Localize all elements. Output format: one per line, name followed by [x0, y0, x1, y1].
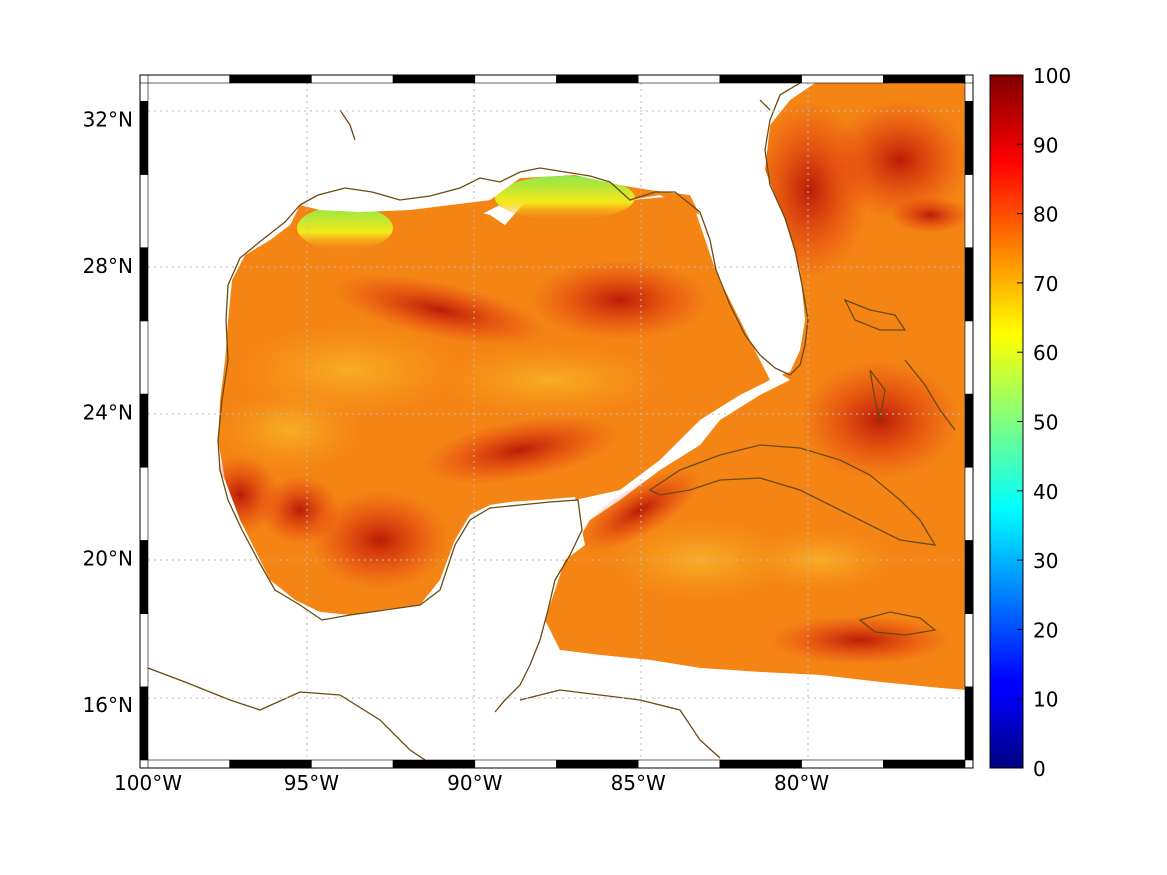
- frame-segment: [964, 247, 974, 322]
- frame-segment: [882, 759, 966, 769]
- colorbar-tick-label: 80: [1033, 203, 1058, 227]
- lat-tick-label: 20°N: [83, 547, 133, 571]
- colorbar-tick-label: 50: [1033, 411, 1058, 435]
- land-yucatan: [148, 497, 585, 760]
- frame-segment: [964, 613, 974, 688]
- frame-segment: [147, 74, 230, 84]
- colorbar-tick-label: 20: [1033, 618, 1058, 642]
- frame-segment: [964, 466, 974, 541]
- frame-segment: [311, 74, 394, 84]
- colorbar-tick-label: 10: [1033, 688, 1058, 712]
- frame-outline: [139, 74, 974, 769]
- hot-spot: [530, 260, 710, 340]
- lon-tick-label: 90°W: [447, 771, 502, 795]
- frame-segment: [139, 320, 149, 395]
- hot-spot: [578, 468, 702, 552]
- colorbar-tick-label: 30: [1033, 549, 1058, 573]
- frame-segment: [139, 174, 149, 248]
- colorbar-tick-label: 100: [1033, 64, 1071, 88]
- frame-segment: [964, 686, 974, 761]
- colorbar-tick-label: 60: [1033, 341, 1058, 365]
- lon-tick-label: 100°W: [114, 771, 182, 795]
- lon-tick-label: 80°W: [774, 771, 829, 795]
- frame-segment: [964, 320, 974, 395]
- frame-segment: [139, 247, 149, 322]
- frame-segment: [139, 466, 149, 541]
- map-frame: [139, 74, 974, 769]
- frame-segment: [147, 759, 230, 769]
- lat-tick-label: 28°N: [83, 254, 133, 278]
- lon-tick-label: 85°W: [611, 771, 666, 795]
- frame-segment: [964, 393, 974, 468]
- frame-segment: [964, 174, 974, 248]
- frame-segment: [964, 82, 974, 102]
- frame-segment: [229, 759, 312, 769]
- frame-segment: [139, 100, 149, 175]
- colorbar-tick-label: 0: [1033, 757, 1046, 781]
- coastlines: [148, 83, 956, 760]
- hot-spot: [830, 100, 965, 220]
- frame-segment: [964, 100, 974, 175]
- frame-segment: [719, 74, 802, 84]
- lon-tick-label: 95°W: [284, 771, 339, 795]
- frame-segment: [719, 759, 802, 769]
- colorbar-tick-labels: 0 10 20 30 40 50 60 70 80 90 100: [1017, 64, 1071, 781]
- lat-tick-label: 32°N: [83, 108, 133, 132]
- hot-spot: [310, 490, 450, 590]
- colorbar-tick-label: 40: [1033, 480, 1058, 504]
- lat-tick-labels: 32°N 28°N 24°N 20°N 16°N: [83, 108, 133, 718]
- hot-spot: [332, 274, 548, 346]
- land-south: [148, 600, 965, 760]
- frame-segment: [139, 393, 149, 468]
- frame-segment: [139, 82, 149, 102]
- frame-segment: [964, 540, 974, 614]
- hot-spot: [421, 415, 619, 485]
- frame-segment: [392, 74, 476, 84]
- frame-segment: [637, 759, 721, 769]
- hot-spot: [770, 615, 950, 665]
- frame-segment: [556, 759, 639, 769]
- frame-segment: [474, 74, 557, 84]
- frame-segment: [556, 74, 639, 84]
- frame-segment: [392, 759, 476, 769]
- frame-segment: [474, 759, 557, 769]
- frame-segment: [801, 74, 884, 84]
- frame-segment: [139, 540, 149, 614]
- warm-patch: [220, 390, 360, 470]
- frame-segment: [229, 74, 312, 84]
- frame-segment: [139, 613, 149, 688]
- frame-segment: [637, 74, 721, 84]
- land-north: [148, 83, 815, 470]
- low-coastal-patch: [297, 206, 393, 250]
- lon-tick-labels: 100°W 95°W 90°W 85°W 80°W: [114, 771, 829, 795]
- frame-segment: [801, 759, 884, 769]
- graticule: [148, 83, 965, 760]
- warm-patch: [440, 345, 660, 415]
- lat-tick-label: 16°N: [83, 693, 133, 717]
- colorbar-tick-label: 90: [1033, 133, 1058, 157]
- frame-segment: [882, 74, 966, 84]
- frame-segment: [311, 759, 394, 769]
- colorbar-tick-label: 70: [1033, 272, 1058, 296]
- low-coastal-patch: [495, 176, 635, 220]
- land-west-mexico: [148, 470, 440, 640]
- lat-tick-label: 24°N: [83, 400, 133, 424]
- frame-segment: [139, 686, 149, 761]
